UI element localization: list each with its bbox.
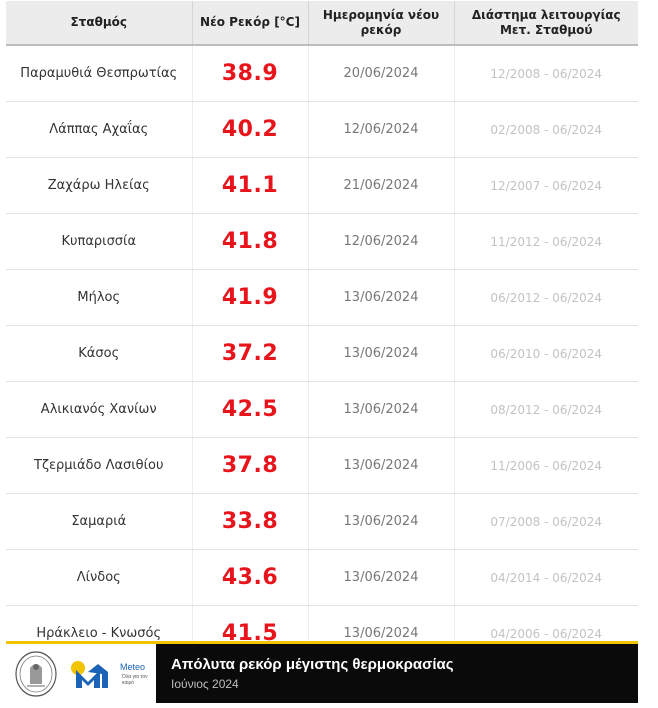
operating-period: 07/2008 - 06/2024 (454, 493, 638, 550)
station-cell: Ζαχάρω Ηλείας (6, 157, 193, 214)
record-value: 37.2 (192, 325, 309, 382)
record-value: 43.6 (192, 549, 309, 606)
record-date: 13/06/2024 (308, 269, 455, 326)
records-table-container: Σταθμός Νέο Ρεκόρ [°C] Ημερομηνία νέου ρ… (6, 1, 638, 662)
station-cell: Κάσος (6, 325, 193, 382)
station-cell: Κυπαρισσία (6, 213, 193, 270)
record-date: 13/06/2024 (308, 325, 455, 382)
record-date: 13/06/2024 (308, 549, 455, 606)
record-value: 42.5 (192, 381, 309, 438)
record-value: 38.9 (192, 45, 309, 102)
footer-subtitle: Ιούνιος 2024 (171, 677, 239, 691)
station-cell: Τζερμιάδο Λασιθίου (6, 437, 193, 494)
operating-period: 12/2007 - 06/2024 (454, 157, 638, 214)
header-period-label-line1: Διάστημα λειτουργίας (471, 7, 621, 22)
station-cell: Παραμυθιά Θεσπρωτίας (6, 45, 193, 102)
operating-period: 04/2014 - 06/2024 (454, 549, 638, 606)
logo-area: Meteo Όλα για τον καιρό (6, 644, 156, 703)
record-value: 37.8 (192, 437, 309, 494)
table-row: Παραμυθιά Θεσπρωτίας 38.9 20/06/2024 12/200… (6, 45, 638, 102)
footer-title: Απόλυτα ρεκόρ μέγιστης θερμοκρασίας (171, 656, 454, 673)
operating-period: 11/2012 - 06/2024 (454, 213, 638, 270)
record-value: 40.2 (192, 101, 309, 158)
operating-period: 11/2006 - 06/2024 (454, 437, 638, 494)
header-period-label-line2: Μετ. Σταθμού (499, 22, 593, 37)
record-date: 20/06/2024 (308, 45, 455, 102)
table-row: Τζερμιάδο Λασιθίου 37.8 13/06/2024 11/2006 … (6, 437, 638, 494)
station-cell: Σαμαριά (6, 493, 193, 550)
table-row: Κάσος 37.2 13/06/2024 06/2010 - 06/2024 (6, 325, 638, 382)
record-date: 13/06/2024 (308, 437, 455, 494)
table-row: Λάππας Αχαΐας 40.2 12/06/2024 02/2008 - 06/… (6, 101, 638, 158)
table-row: Ζαχάρω Ηλείας 41.1 21/06/2024 12/2007 - 06/… (6, 157, 638, 214)
observatory-seal-icon (15, 651, 57, 697)
table-body: Παραμυθιά Θεσπρωτίας 38.9 20/06/2024 12/200… (6, 45, 638, 662)
operating-period: 06/2010 - 06/2024 (454, 325, 638, 382)
header-record: Νέο Ρεκόρ [°C] (192, 1, 309, 45)
operating-period: 12/2008 - 06/2024 (454, 45, 638, 102)
records-table: Σταθμός Νέο Ρεκόρ [°C] Ημερομηνία νέου ρ… (6, 1, 638, 662)
table-row: Σαμαριά 33.8 13/06/2024 07/2008 - 06/2024 (6, 493, 638, 550)
station-cell: Λίνδος (6, 549, 193, 606)
station-cell: Λάππας Αχαΐας (6, 101, 193, 158)
operating-period: 06/2012 - 06/2024 (454, 269, 638, 326)
table-row: Λίνδος 43.6 13/06/2024 04/2014 - 06/2024 (6, 549, 638, 606)
meteo-tagline: Όλα για τον καιρό (122, 674, 148, 686)
table-row: Κυπαρισσία 41.8 12/06/2024 11/2012 - 06/202… (6, 213, 638, 270)
record-date: 12/06/2024 (308, 213, 455, 270)
header-station: Σταθμός (6, 1, 193, 45)
record-date: 21/06/2024 (308, 157, 455, 214)
header-period: Διάστημα λειτουργίας Μετ. Σταθμού (454, 1, 638, 45)
record-value: 41.8 (192, 213, 309, 270)
record-date: 12/06/2024 (308, 101, 455, 158)
table-row: Μήλος 41.9 13/06/2024 06/2012 - 06/2024 (6, 269, 638, 326)
record-value: 33.8 (192, 493, 309, 550)
header-record-label: Νέο Ρεκόρ [°C] (200, 15, 300, 29)
record-value: 41.1 (192, 157, 309, 214)
header-date: Ημερομηνία νέου ρεκόρ (308, 1, 455, 45)
meteo-logo-icon (71, 661, 108, 688)
station-cell: Μήλος (6, 269, 193, 326)
table-row: Αλικιανός Χανίων 42.5 13/06/2024 08/2012 - … (6, 381, 638, 438)
table-header-row: Σταθμός Νέο Ρεκόρ [°C] Ημερομηνία νέου ρ… (6, 1, 638, 45)
header-date-label-line1: Ημερομηνία νέου (322, 7, 440, 22)
meteo-brand-label: Meteo (120, 662, 146, 672)
footer-banner: Meteo Όλα για τον καιρό Απόλυτα ρεκόρ μέ… (6, 641, 638, 703)
operating-period: 02/2008 - 06/2024 (454, 101, 638, 158)
record-date: 13/06/2024 (308, 381, 455, 438)
record-date: 13/06/2024 (308, 493, 455, 550)
header-station-label: Σταθμός (70, 15, 128, 29)
record-value: 41.9 (192, 269, 309, 326)
header-date-label-line2: ρεκόρ (360, 22, 402, 37)
station-cell: Αλικιανός Χανίων (6, 381, 193, 438)
operating-period: 08/2012 - 06/2024 (454, 381, 638, 438)
